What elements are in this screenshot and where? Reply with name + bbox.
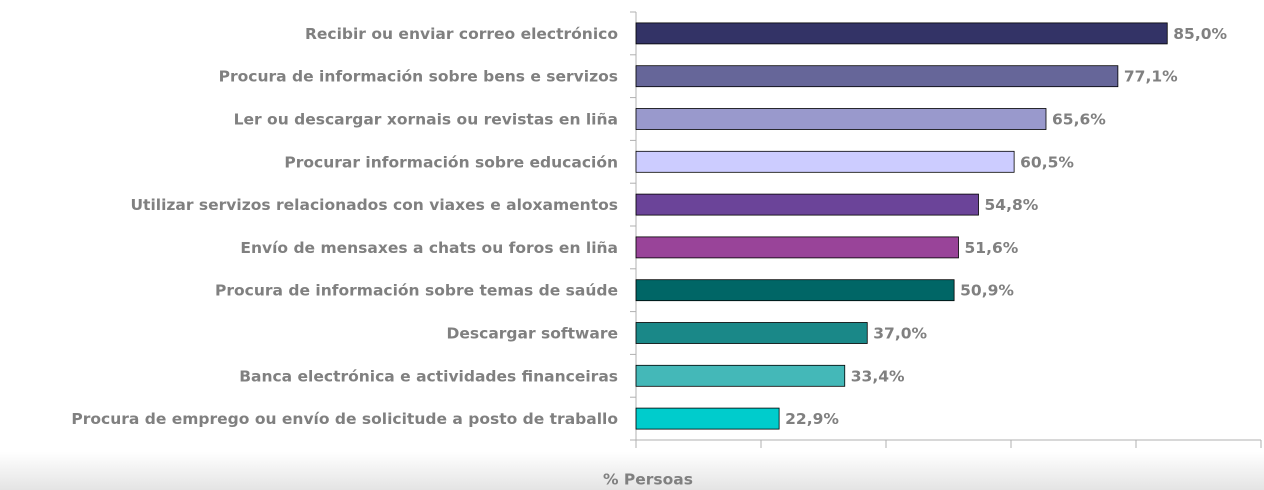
category-label: Procurar información sobre educación — [284, 153, 618, 171]
bar — [635, 65, 1119, 88]
bar — [635, 322, 868, 344]
category-label: Banca electrónica e actividades financei… — [239, 367, 618, 385]
bar — [635, 150, 1015, 173]
category-label: Procura de información sobre temas de sa… — [215, 282, 618, 300]
category-label: Recibir ou enviar correo electrónico — [305, 25, 618, 43]
value-label: 65,6% — [1052, 111, 1106, 129]
footer-band — [0, 452, 1264, 490]
bar — [635, 22, 1168, 45]
category-label: Procura de emprego ou envío de solicitud… — [71, 410, 618, 428]
value-label: 60,5% — [1020, 153, 1074, 171]
value-label: 51,6% — [965, 239, 1019, 257]
bar — [635, 193, 979, 216]
category-label: Procura de información sobre bens e serv… — [219, 68, 618, 86]
category-label: Envío de mensaxes a chats ou foros en li… — [240, 239, 618, 257]
bar — [635, 407, 780, 430]
bar — [635, 236, 959, 259]
x-axis-label: % Persoas — [603, 471, 693, 489]
value-label: 50,9% — [960, 282, 1014, 300]
value-label: 54,8% — [985, 196, 1039, 214]
value-label: 77,1% — [1124, 68, 1178, 86]
bar — [635, 279, 955, 302]
bar — [635, 108, 1047, 130]
value-label: 22,9% — [785, 410, 839, 428]
value-label: 33,4% — [851, 367, 905, 385]
category-label: Utilizar servizos relacionados con viaxe… — [130, 196, 618, 214]
category-label: Ler ou descargar xornais ou revistas en … — [234, 111, 618, 129]
value-label: 37,0% — [873, 325, 927, 343]
category-label: Descargar software — [447, 325, 618, 343]
value-label: 85,0% — [1173, 25, 1227, 43]
bar — [635, 364, 846, 387]
